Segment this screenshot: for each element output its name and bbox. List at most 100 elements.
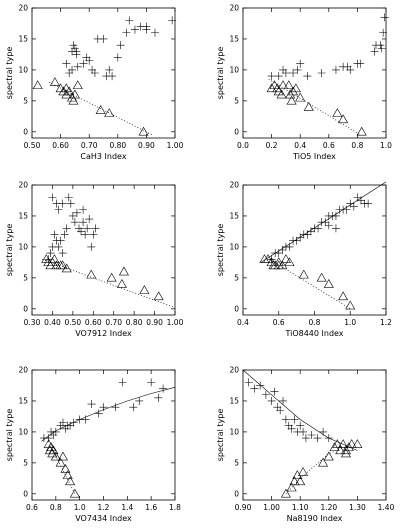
triangle-point — [263, 254, 274, 263]
y-axis-label: spectral type — [5, 224, 14, 277]
plus-point — [278, 246, 287, 254]
x-tick-label: 1.20 — [320, 503, 337, 512]
fit-line-dotted — [42, 258, 176, 308]
triangle-point — [298, 467, 309, 476]
y-tick-label: 5 — [23, 96, 28, 105]
triangle-point — [290, 83, 301, 93]
plus-point — [81, 230, 90, 239]
plus-point — [331, 224, 340, 233]
y-tick-label: 15 — [18, 396, 28, 405]
triangle-point — [295, 476, 306, 486]
plus-point — [281, 415, 290, 424]
plus-point — [89, 230, 98, 239]
plus-point — [52, 199, 61, 208]
plus-point — [267, 72, 276, 81]
plot-frame — [31, 7, 176, 139]
plus-point — [274, 249, 283, 258]
plus-point — [303, 230, 312, 239]
y-tick-label: 20 — [18, 181, 28, 190]
triangle-point — [266, 83, 277, 93]
fit-line-dotted — [268, 78, 361, 136]
x-tick-label: 0.60 — [52, 141, 69, 150]
triangle-point — [55, 457, 66, 467]
plus-point — [293, 65, 302, 74]
y-tick-label: 10 — [18, 242, 28, 251]
x-tick-label: 0.40 — [44, 318, 61, 327]
plus-point — [70, 44, 79, 53]
x-tick-label: 0.80 — [126, 318, 143, 327]
plus-point — [99, 34, 108, 43]
triangle-point — [303, 101, 314, 111]
triangle-point — [32, 80, 43, 90]
plus-point — [370, 47, 379, 56]
plus-point — [87, 400, 96, 409]
triangle-point — [338, 114, 349, 124]
plus-point — [319, 427, 328, 436]
x-tick-label: 0.6 — [26, 503, 38, 512]
x-tick-label: 0.6 — [273, 318, 285, 327]
plus-point — [154, 393, 163, 402]
plus-point — [346, 65, 355, 74]
plus-point — [79, 59, 88, 68]
plus-point — [58, 249, 67, 258]
plus-point — [105, 65, 114, 74]
triangle-point — [316, 272, 327, 282]
plus-point — [324, 221, 333, 230]
triangle-point — [340, 445, 351, 455]
plus-point — [292, 236, 301, 245]
triangle-point — [292, 470, 303, 479]
plus-point — [79, 218, 88, 227]
plus-point — [91, 224, 100, 233]
panel-6: 0.90 1.00 1.10 1.20 1.30 1.40 0 5 10 15 20 Na8190 I… — [216, 366, 395, 524]
y-tick-label: 15 — [229, 396, 239, 405]
triangle-point — [332, 108, 343, 117]
x-tick-label: 0.80 — [109, 141, 126, 150]
plus-point — [66, 421, 75, 430]
triangle-point — [283, 80, 294, 90]
y-tick-label: 10 — [18, 427, 28, 436]
plus-point — [299, 427, 308, 436]
triangle-point — [139, 285, 150, 294]
plus-point — [296, 421, 305, 430]
plus-point — [50, 230, 59, 239]
plus-point — [356, 59, 365, 68]
triangle-point — [57, 451, 69, 461]
x-tick-label: 0.90 — [146, 318, 163, 327]
x-tick-label: 1.00 — [167, 318, 184, 327]
triangle-point — [280, 254, 291, 263]
x-axis-label: TiO5 Index — [292, 152, 336, 161]
plus-point — [256, 381, 265, 390]
x-tick-label: 1.0 — [380, 141, 392, 150]
plus-point — [306, 227, 315, 236]
triangle-point — [286, 482, 297, 492]
triangle-point — [335, 445, 346, 455]
panel-2: 0.0 0.2 0.4 0.6 0.8 1.0 0 5 10 15 20 TiO5 Index spec… — [216, 4, 392, 162]
plus-point — [74, 224, 83, 233]
plus-point — [46, 249, 55, 258]
x-tick-label: 1.00 — [167, 141, 184, 150]
triangle-point — [116, 278, 127, 288]
triangle-point — [61, 89, 72, 99]
triangle-point — [323, 451, 334, 461]
x-tick-label: 0.2 — [266, 141, 278, 150]
triangle-point — [47, 448, 58, 458]
plus-point — [48, 193, 57, 202]
x-tick-label: 0.50 — [24, 141, 41, 150]
plus-point — [125, 16, 134, 25]
triangle-point — [72, 80, 83, 90]
plus-point — [314, 224, 323, 233]
plus-point — [116, 41, 125, 50]
triangle-point — [61, 263, 72, 273]
triangle-point — [50, 451, 61, 461]
triangle-point — [285, 89, 296, 99]
triangle-point — [345, 300, 356, 310]
plus-point — [377, 44, 386, 53]
plus-point — [142, 22, 151, 31]
plus-point — [118, 378, 127, 387]
triangle-point — [277, 260, 288, 270]
x-tick-label: 0.90 — [235, 503, 252, 512]
x-axis-label: VO7434 Index — [75, 514, 132, 523]
triangle-point — [332, 439, 343, 448]
y-tick-label: 5 — [23, 273, 28, 282]
